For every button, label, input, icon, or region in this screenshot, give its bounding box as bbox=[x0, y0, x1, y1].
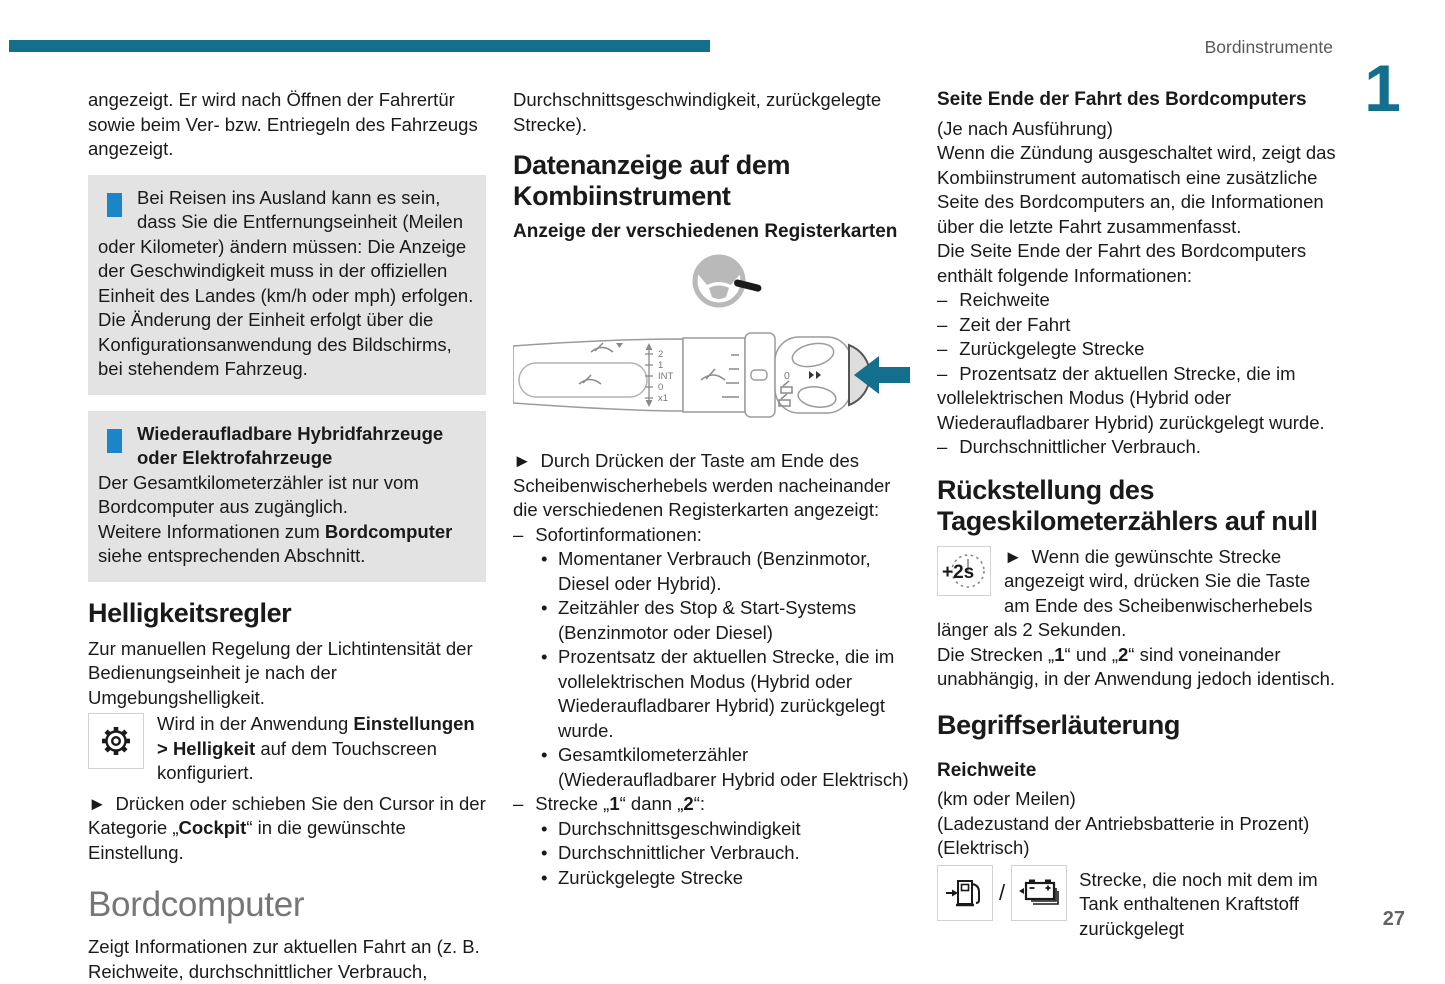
list-item: Zurückgelegte Strecke bbox=[937, 337, 1337, 362]
reset-instruction: ► Wenn die gewünschte Strecke angezeigt … bbox=[937, 545, 1313, 641]
glossary-note: (Ladezustand der Antriebsbatterie in Pro… bbox=[937, 812, 1310, 834]
chapter-header-title: Bordinstrumente bbox=[1204, 37, 1333, 57]
manual-page: { "colors":{"accent_teal":"#146f8d","inf… bbox=[0, 0, 1445, 963]
svg-text:0: 0 bbox=[658, 382, 663, 393]
info-box-units: Bei Reisen ins Ausland kann es sein, das… bbox=[88, 174, 486, 395]
glossary-note: (Elektrisch) bbox=[937, 837, 1030, 858]
info-box-text: Der Gesamtkilometerzähler ist nur vom Bo… bbox=[98, 471, 419, 518]
list-item: Durchschnittlicher Verbrauch. bbox=[937, 435, 1337, 460]
column-2: Durchschnittsgeschwindigkeit, zurückgele… bbox=[512, 88, 911, 891]
section-title-datenanzeige: Datenanzeige auf dem Kombiinstrument bbox=[513, 150, 791, 211]
info-box-title: Wiederaufladbare Hybridfahrzeuge oder El… bbox=[137, 422, 444, 469]
list-item: Sofortinformationen: bbox=[513, 523, 911, 548]
svg-text:+2s: +2s bbox=[942, 562, 974, 583]
double-chevron-icon bbox=[809, 370, 814, 379]
info-box-text: Bei Reisen ins Ausland kann es sein, das… bbox=[98, 186, 474, 306]
glossary-note: (km oder Meilen) bbox=[937, 788, 1076, 809]
range-description: Strecke, die noch mit dem im Tank enthal… bbox=[1079, 868, 1318, 939]
chapter-number: 1 bbox=[1364, 51, 1401, 125]
info-box-text: Die Änderung der Einheit erfolgt über di… bbox=[98, 309, 452, 379]
intro: ► Durch Drücken der Taste am Ende des Sc… bbox=[513, 450, 891, 520]
svg-text:0: 0 bbox=[784, 370, 790, 382]
list-item: Zurückgelegte Strecke bbox=[513, 866, 911, 891]
list-item: Zeit der Fahrt bbox=[937, 313, 1337, 338]
page-number: 27 bbox=[1382, 908, 1405, 930]
section-title-reset: Rückstellung des Tageskilometerzählers a… bbox=[937, 474, 1318, 536]
list-item: Momentaner Verbrauch (Benzinmotor, Diese… bbox=[513, 547, 911, 596]
svg-text:INT: INT bbox=[658, 371, 674, 382]
svg-text:x1: x1 bbox=[658, 393, 668, 404]
info-icon bbox=[107, 425, 122, 453]
icon-separator: / bbox=[999, 879, 1006, 905]
list-item: Prozentsatz der aktuellen Strecke, die i… bbox=[513, 645, 911, 743]
wiper-symbols bbox=[578, 341, 793, 407]
list-item: Strecke „1“ dann „2“: bbox=[513, 792, 911, 817]
info-box-text: Weitere Informationen zum Bordcomputer s… bbox=[98, 520, 453, 567]
info-box-hybrid: Wiederaufladbare Hybridfahrzeuge oder El… bbox=[88, 410, 486, 582]
continuation-paragraph: Durchschnittsgeschwindigkeit, zurückgele… bbox=[513, 89, 882, 135]
section-title-glossary: Begriffserläuterung bbox=[937, 709, 1180, 740]
column-3: Seite Ende der Fahrt des Bordcomputers (… bbox=[937, 88, 1337, 941]
settings-row: Wird in der Anwendung Einstellungen > He… bbox=[88, 712, 486, 786]
fuel-pump-icon bbox=[937, 864, 993, 921]
section-title-brightness: Helligkeitsregler bbox=[88, 597, 292, 628]
list-item: Reichweite bbox=[937, 288, 1337, 313]
settings-note: Wird in der Anwendung Einstellungen > He… bbox=[157, 713, 475, 783]
paragraph: Die Strecken „1“ und „2“ sind voneinande… bbox=[937, 643, 1336, 690]
paragraph: Zur manuellen Regelung der Lichtintensit… bbox=[88, 637, 473, 708]
svg-text:2: 2 bbox=[658, 349, 663, 360]
wiper-stalk-illustration: 2 1 INT 0 x1 0 bbox=[512, 251, 911, 440]
paragraph: Zeigt Informationen zur aktuellen Fahrt … bbox=[88, 936, 480, 982]
press-2-seconds-icon: +2s bbox=[937, 545, 991, 596]
list-item: Durchschnittlicher Verbrauch. bbox=[513, 841, 911, 866]
info-icon bbox=[107, 189, 122, 217]
range-icons-row: / Strecke, die noch mit dem im Tank enth… bbox=[937, 864, 1337, 942]
subsection-title-registerkarten: Anzeige der verschiedenen Registerkarten bbox=[513, 221, 898, 242]
steering-wheel-icon bbox=[692, 254, 762, 307]
paragraph: Wenn die Zündung ausgeschaltet wird, zei… bbox=[937, 142, 1336, 237]
subsection-title-end-of-trip: Seite Ende der Fahrt des Bordcomputers bbox=[937, 89, 1307, 110]
glossary-term-reichweite: Reichweite bbox=[937, 759, 1037, 781]
pointer-arrow bbox=[854, 355, 910, 394]
list-item: Gesamtkilometerzähler (Wiederaufladbarer… bbox=[513, 743, 911, 792]
section-title-bordcomputer: Bordcomputer bbox=[88, 885, 305, 924]
list-item: Zeitzähler des Stop & Start-Systems (Ben… bbox=[513, 596, 911, 645]
list-item: Durchschnittsgeschwindigkeit bbox=[513, 817, 911, 842]
teal-header-bar bbox=[9, 40, 710, 52]
battery-icon bbox=[1011, 864, 1068, 921]
column-1: angezeigt. Er wird nach Öffnen der Fahre… bbox=[88, 88, 486, 984]
intro-paragraph: angezeigt. Er wird nach Öffnen der Fahre… bbox=[88, 89, 478, 159]
instruction: ► Drücken oder schieben Sie den Cursor i… bbox=[88, 792, 486, 863]
list-item: Prozentsatz der aktuellen Strecke, die i… bbox=[937, 362, 1337, 436]
settings-gear-icon bbox=[88, 713, 144, 769]
reset-row: +2s ► Wenn die gewünschte Strecke angeze… bbox=[937, 545, 1337, 643]
svg-text:1: 1 bbox=[658, 360, 663, 371]
paragraph: Die Seite Ende der Fahrt des Bordcompute… bbox=[937, 240, 1307, 286]
variant-note: (Je nach Ausführung) bbox=[937, 117, 1113, 139]
